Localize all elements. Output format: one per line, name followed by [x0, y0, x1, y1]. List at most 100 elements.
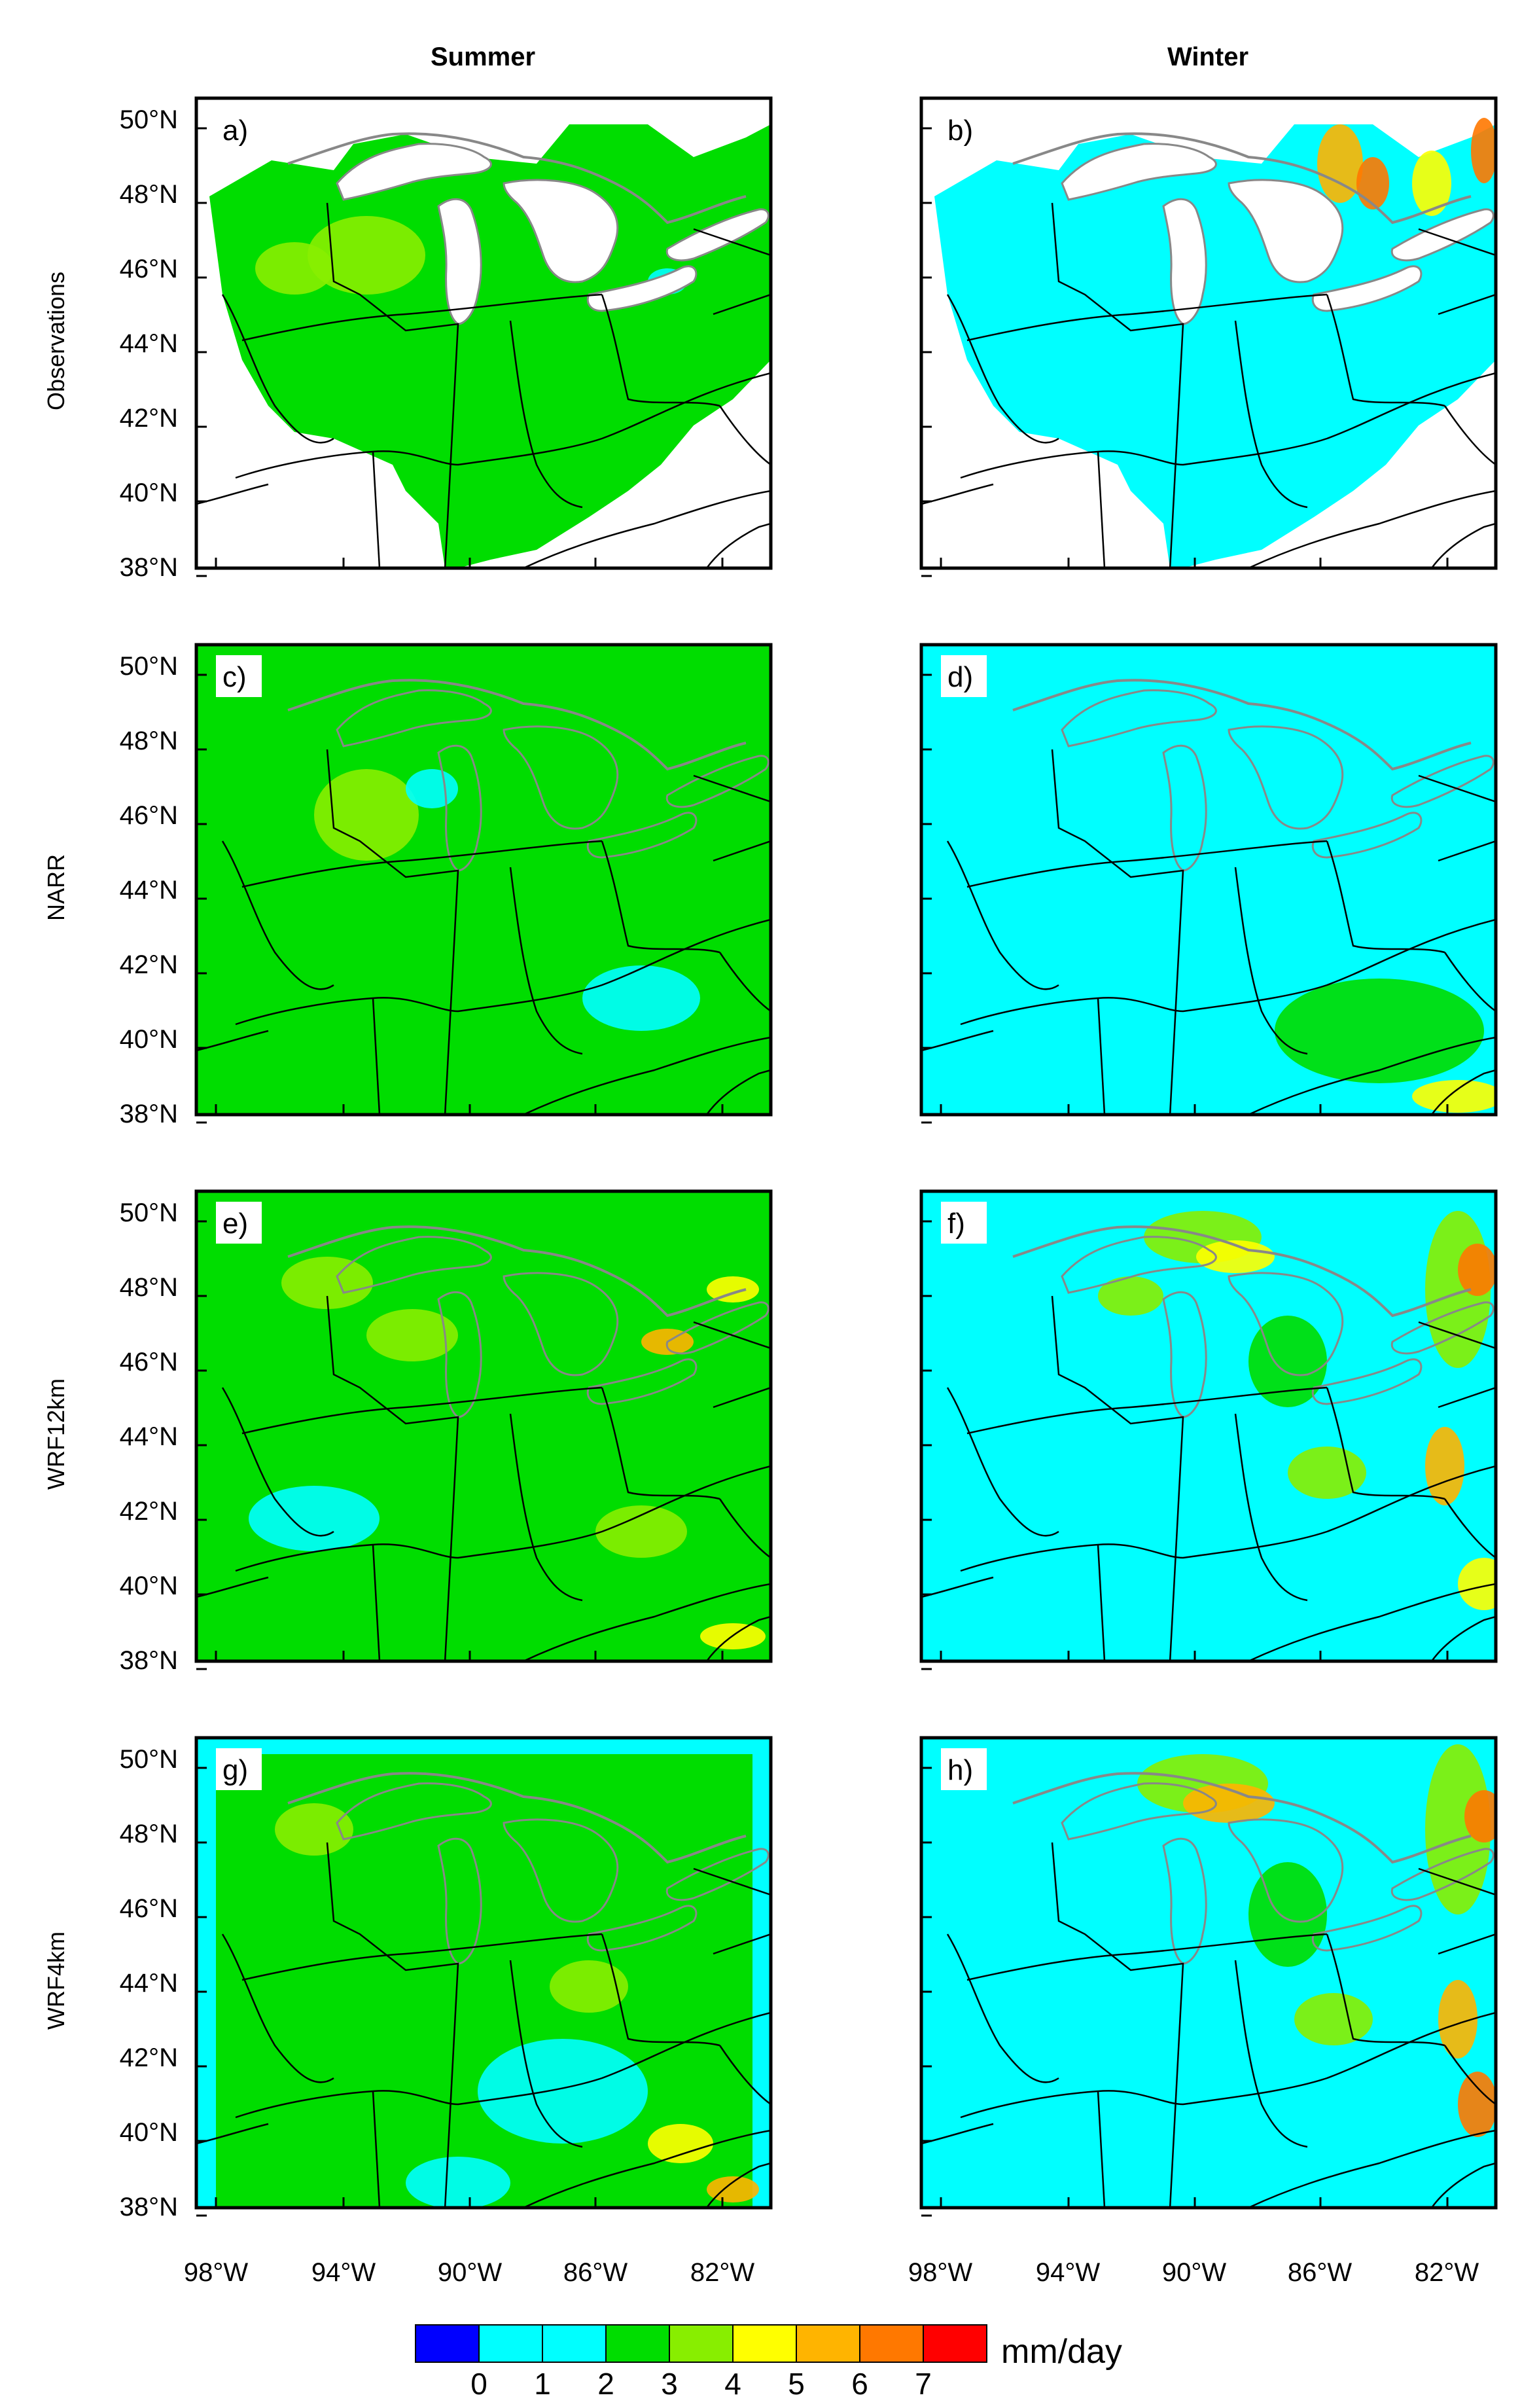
- colorbar-swatch: [796, 2324, 860, 2363]
- precip-anomaly: [314, 769, 419, 861]
- lat-tick-label: 40°N: [120, 1025, 178, 1054]
- colorbar-tick-label: 2: [597, 2367, 614, 2401]
- column-title-winter: Winter: [1167, 43, 1248, 71]
- state-border: [1248, 2129, 1496, 2208]
- panel-label: e): [222, 1208, 248, 1240]
- map-panels: a) b) c) d) e) f) g) h): [194, 96, 1498, 2217]
- state-border: [1443, 1498, 1496, 1559]
- state-border: [713, 1933, 771, 1955]
- lat-tick-label: 50°N: [120, 1198, 178, 1227]
- state-border: [1438, 1933, 1496, 1955]
- lake-outline: [1162, 1837, 1207, 1965]
- precip-anomaly: [1464, 1790, 1496, 1842]
- colorbar-unit-label: mm/day: [1001, 2333, 1122, 2371]
- state-border: [946, 840, 1059, 990]
- panel-frame: [194, 643, 773, 1117]
- precip-anomaly: [707, 2176, 759, 2202]
- state-border: [509, 867, 583, 1055]
- state-border: [960, 918, 1496, 1026]
- precip-anomaly: [1438, 1980, 1477, 2058]
- precip-anomaly: [582, 965, 700, 1031]
- precip-anomaly: [478, 2039, 648, 2144]
- lat-tick-label: 48°N: [120, 1820, 178, 1848]
- precip-anomaly: [1098, 1276, 1163, 1316]
- state-border: [326, 1842, 459, 2208]
- lon-tick-label: 98°W: [908, 2258, 972, 2287]
- lake-outline: [503, 1818, 619, 1923]
- state-border: [221, 294, 334, 444]
- state-border: [960, 2011, 1496, 2119]
- precip-anomaly: [1412, 151, 1451, 216]
- precip-anomaly: [406, 2157, 510, 2208]
- map-panel-c: c): [194, 643, 773, 1124]
- column-title-summer: Summer: [431, 43, 535, 71]
- lat-tick-label: 40°N: [120, 1572, 178, 1600]
- lat-tick-label: 46°N: [120, 1348, 178, 1376]
- lat-tick-label: 48°N: [120, 727, 178, 755]
- state-border: [1051, 1842, 1184, 2208]
- state-border: [221, 1387, 334, 1537]
- state-border: [1234, 1960, 1308, 2148]
- state-border: [1418, 774, 1496, 803]
- lake-outline: [336, 689, 492, 747]
- state-border: [693, 228, 771, 257]
- precip-anomaly: [366, 1309, 458, 1361]
- lake: [1228, 179, 1344, 283]
- state-border: [221, 840, 334, 990]
- colorbar-tick-label: 7: [915, 2367, 932, 2401]
- state-border: [713, 840, 771, 862]
- lake-outline: [1061, 689, 1217, 747]
- state-border: [1326, 1933, 1445, 2047]
- lake-outline: [437, 1837, 482, 1965]
- lat-labels-row-3: 50°N 48°N 46°N 44°N 42°N 40°N 38°N: [120, 1198, 178, 1675]
- state-border: [326, 749, 459, 1115]
- state-border: [693, 774, 771, 803]
- colorbar-swatch: [669, 2324, 734, 2363]
- state-border: [1443, 952, 1496, 1013]
- lat-tick-label: 50°N: [120, 652, 178, 681]
- panel-label: a): [222, 115, 248, 147]
- lon-tick-label: 90°W: [438, 2258, 502, 2287]
- lake-outline: [437, 1291, 482, 1418]
- panel-label-box: [216, 109, 262, 151]
- state-border: [523, 1583, 771, 1661]
- state-border: [509, 1413, 583, 1602]
- state-border: [693, 1321, 771, 1350]
- state-border: [705, 1069, 771, 1115]
- map-panel-e: e): [194, 1189, 773, 1670]
- lat-tick-label: 38°N: [120, 1100, 178, 1128]
- colorbar-swatch: [859, 2324, 924, 2363]
- lon-tick-label: 86°W: [563, 2258, 628, 2287]
- precip-anomaly: [1458, 1244, 1496, 1296]
- lake-outline: [1311, 812, 1423, 859]
- lake-outline: [503, 1272, 619, 1376]
- lat-tick-label: 48°N: [120, 180, 178, 209]
- precip-anomaly: [707, 1276, 759, 1303]
- lake-outline: [437, 744, 482, 872]
- state-border: [601, 840, 720, 954]
- state-border: [235, 1465, 771, 1572]
- lake-outline: [665, 1301, 770, 1355]
- state-border: [326, 202, 459, 568]
- lat-tick-label: 42°N: [120, 2043, 178, 2072]
- lake-outline: [586, 1358, 698, 1405]
- panel-label-box: [941, 655, 987, 697]
- panel-label-box: [216, 1202, 262, 1244]
- state-border: [1248, 1583, 1496, 1661]
- state-border: [1234, 867, 1308, 1055]
- map-panel-h: h): [919, 1736, 1498, 2217]
- precip-anomaly: [255, 242, 334, 295]
- lake: [665, 208, 770, 262]
- state-border: [1248, 1036, 1496, 1115]
- state-border: [946, 1387, 1059, 1537]
- state-border: [1418, 1321, 1496, 1350]
- precip-anomaly: [1039, 1024, 1196, 1103]
- lake-outline: [586, 1905, 698, 1952]
- state-border: [718, 405, 771, 466]
- map-panel-g: g): [194, 1736, 773, 2217]
- precip-anomaly: [1248, 1862, 1327, 1967]
- precipitation-field: [196, 1191, 771, 1661]
- lat-tick-label: 38°N: [120, 2193, 178, 2221]
- lat-tick-label: 50°N: [120, 105, 178, 134]
- state-border: [1430, 522, 1496, 568]
